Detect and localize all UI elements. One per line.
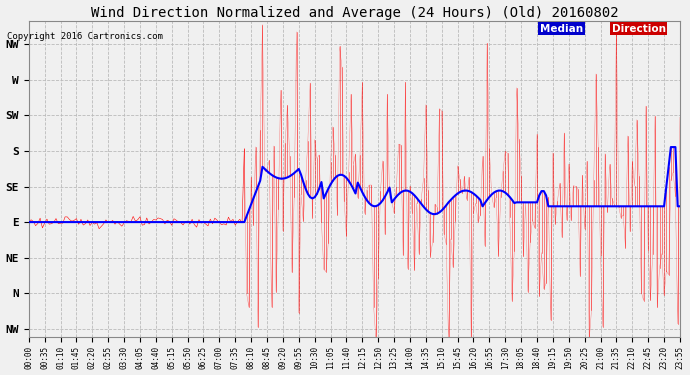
Title: Wind Direction Normalized and Average (24 Hours) (Old) 20160802: Wind Direction Normalized and Average (2… — [90, 6, 618, 20]
Text: Median: Median — [540, 24, 583, 34]
Text: Direction: Direction — [611, 24, 666, 34]
Text: Copyright 2016 Cartronics.com: Copyright 2016 Cartronics.com — [7, 32, 163, 41]
